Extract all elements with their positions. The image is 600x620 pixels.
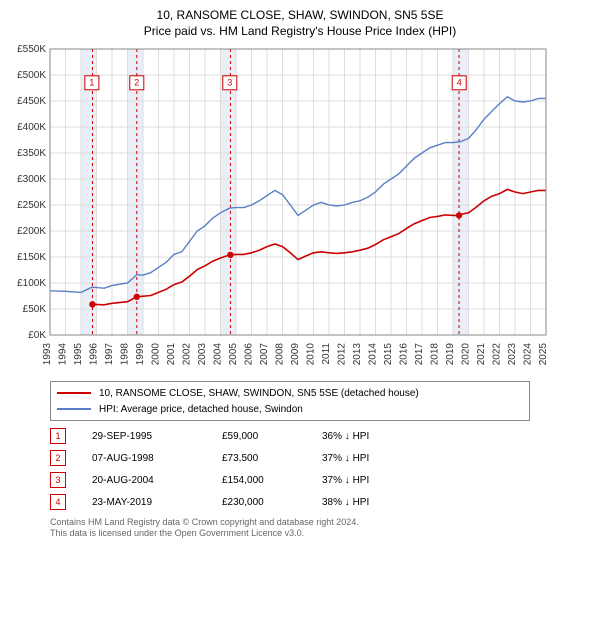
sales-price: £154,000 [222, 475, 322, 486]
sales-marker: 2 [50, 450, 66, 466]
svg-text:2018: 2018 [430, 343, 441, 366]
svg-text:2014: 2014 [368, 343, 379, 366]
svg-text:3: 3 [227, 78, 232, 88]
svg-text:£500K: £500K [17, 70, 46, 81]
svg-text:1999: 1999 [135, 343, 146, 366]
svg-text:2003: 2003 [197, 343, 208, 366]
title-line-1: 10, RANSOME CLOSE, SHAW, SWINDON, SN5 5S… [10, 8, 590, 24]
sales-price: £73,500 [222, 453, 322, 464]
sales-diff: 37% ↓ HPI [322, 475, 422, 486]
svg-text:2001: 2001 [166, 343, 177, 366]
svg-text:£400K: £400K [17, 122, 46, 133]
svg-text:£450K: £450K [17, 96, 46, 107]
svg-text:2024: 2024 [523, 343, 534, 366]
svg-text:£300K: £300K [17, 174, 46, 185]
legend-row-hpi: HPI: Average price, detached house, Swin… [57, 402, 523, 416]
chart-svg: £0K £50K £100K £150K £200K £250K £300K £350K £40… [10, 45, 550, 375]
legend-row-subject: 10, RANSOME CLOSE, SHAW, SWINDON, SN5 5S… [57, 386, 523, 400]
svg-text:2008: 2008 [275, 343, 286, 366]
svg-text:1997: 1997 [104, 343, 115, 366]
sales-diff: 38% ↓ HPI [322, 497, 422, 508]
svg-text:2007: 2007 [259, 343, 270, 366]
svg-text:1996: 1996 [89, 343, 100, 366]
legend-swatch-subject [57, 392, 91, 394]
svg-text:2022: 2022 [492, 343, 503, 366]
legend-label-hpi: HPI: Average price, detached house, Swin… [99, 404, 303, 415]
legend-label-subject: 10, RANSOME CLOSE, SHAW, SWINDON, SN5 5S… [99, 388, 419, 399]
svg-text:1993: 1993 [42, 343, 53, 366]
sales-row: 1 29-SEP-1995 £59,000 36% ↓ HPI [50, 425, 530, 447]
sales-date: 20-AUG-2004 [92, 475, 222, 486]
svg-text:2009: 2009 [290, 343, 301, 366]
svg-text:2020: 2020 [461, 343, 472, 366]
chart-container: { "title": { "line1": "10, RANSOME CLOSE… [0, 0, 600, 620]
sales-row: 2 07-AUG-1998 £73,500 37% ↓ HPI [50, 447, 530, 469]
footer: Contains HM Land Registry data © Crown c… [50, 517, 550, 540]
svg-text:£200K: £200K [17, 226, 46, 237]
legend-swatch-hpi [57, 408, 91, 410]
svg-text:1: 1 [89, 78, 94, 88]
sales-diff: 36% ↓ HPI [322, 431, 422, 442]
sales-marker: 1 [50, 428, 66, 444]
sales-price: £230,000 [222, 497, 322, 508]
svg-text:2006: 2006 [244, 343, 255, 366]
svg-text:4: 4 [457, 78, 462, 88]
sales-row: 4 23-MAY-2019 £230,000 38% ↓ HPI [50, 491, 530, 513]
svg-text:1995: 1995 [73, 343, 84, 366]
svg-text:2019: 2019 [445, 343, 456, 366]
footer-line-1: Contains HM Land Registry data © Crown c… [50, 517, 550, 528]
title-line-2: Price paid vs. HM Land Registry's House … [10, 24, 590, 40]
sales-marker: 4 [50, 494, 66, 510]
svg-text:£350K: £350K [17, 148, 46, 159]
svg-text:2023: 2023 [507, 343, 518, 366]
sales-date: 07-AUG-1998 [92, 453, 222, 464]
sales-date: 23-MAY-2019 [92, 497, 222, 508]
footer-line-2: This data is licensed under the Open Gov… [50, 528, 550, 539]
svg-text:1998: 1998 [120, 343, 131, 366]
svg-text:2012: 2012 [337, 343, 348, 366]
svg-text:£100K: £100K [17, 278, 46, 289]
svg-text:2013: 2013 [352, 343, 363, 366]
svg-text:2005: 2005 [228, 343, 239, 366]
sales-price: £59,000 [222, 431, 322, 442]
svg-text:£50K: £50K [23, 304, 47, 315]
sales-date: 29-SEP-1995 [92, 431, 222, 442]
svg-text:£0K: £0K [28, 330, 46, 341]
svg-text:2025: 2025 [538, 343, 549, 366]
svg-text:£150K: £150K [17, 252, 46, 263]
legend: 10, RANSOME CLOSE, SHAW, SWINDON, SN5 5S… [50, 381, 530, 421]
svg-text:2004: 2004 [213, 343, 224, 366]
sales-table: 1 29-SEP-1995 £59,000 36% ↓ HPI 2 07-AUG… [50, 425, 530, 513]
svg-text:2017: 2017 [414, 343, 425, 366]
svg-text:1994: 1994 [58, 343, 69, 366]
svg-text:2000: 2000 [151, 343, 162, 366]
svg-text:2016: 2016 [399, 343, 410, 366]
title-block: 10, RANSOME CLOSE, SHAW, SWINDON, SN5 5S… [10, 8, 590, 39]
sales-row: 3 20-AUG-2004 £154,000 37% ↓ HPI [50, 469, 530, 491]
svg-text:2002: 2002 [182, 343, 193, 366]
svg-text:2: 2 [134, 78, 139, 88]
svg-text:2010: 2010 [306, 343, 317, 366]
svg-text:2011: 2011 [321, 343, 332, 365]
svg-text:2021: 2021 [476, 343, 487, 366]
sales-diff: 37% ↓ HPI [322, 453, 422, 464]
svg-text:£550K: £550K [17, 45, 46, 55]
sales-marker: 3 [50, 472, 66, 488]
chart-area: £0K £50K £100K £150K £200K £250K £300K £350K £40… [10, 45, 590, 375]
svg-text:2015: 2015 [383, 343, 394, 366]
svg-text:£250K: £250K [17, 200, 46, 211]
